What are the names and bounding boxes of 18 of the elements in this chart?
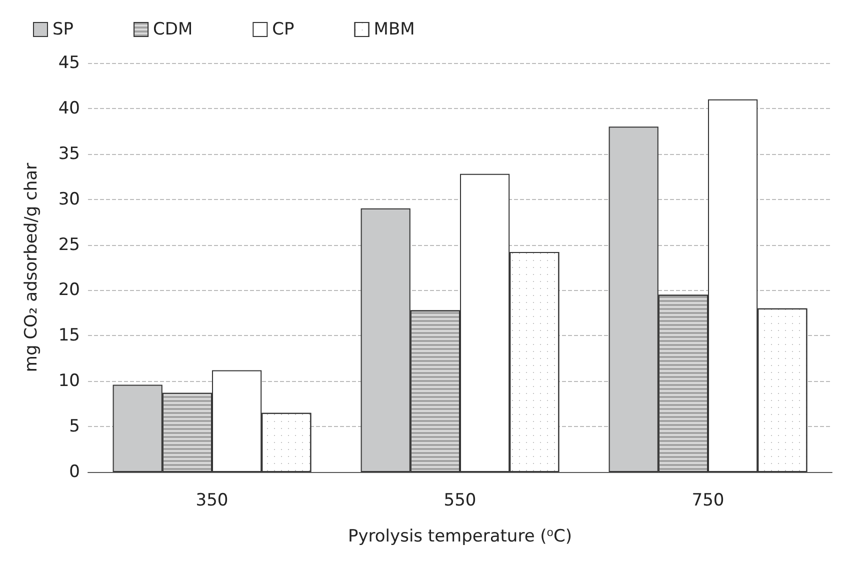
y-tick-label: 5 xyxy=(69,416,80,437)
y-tick-label: 30 xyxy=(58,189,80,210)
y-tick-label: 45 xyxy=(58,53,80,73)
y-tick-label: 15 xyxy=(58,326,80,346)
y-tick-label: 25 xyxy=(58,234,80,255)
x-tick-label: 350 xyxy=(196,490,228,510)
legend-label: MBM xyxy=(374,20,415,40)
y-axis-title: mg CO₂ adsorbed/g char xyxy=(22,162,42,372)
x-tick-label: 550 xyxy=(444,490,476,510)
y-tick-label: 35 xyxy=(58,144,80,164)
legend-label: CDM xyxy=(153,20,193,40)
y-tick-label: 20 xyxy=(58,280,80,300)
x-tick-label: 750 xyxy=(692,490,724,510)
y-tick-label: 10 xyxy=(58,371,80,392)
y-tick-label: 40 xyxy=(58,98,80,118)
legend-label: SP xyxy=(52,20,74,40)
legend-label: CP xyxy=(272,20,294,40)
y-tick-label: 0 xyxy=(69,462,80,482)
